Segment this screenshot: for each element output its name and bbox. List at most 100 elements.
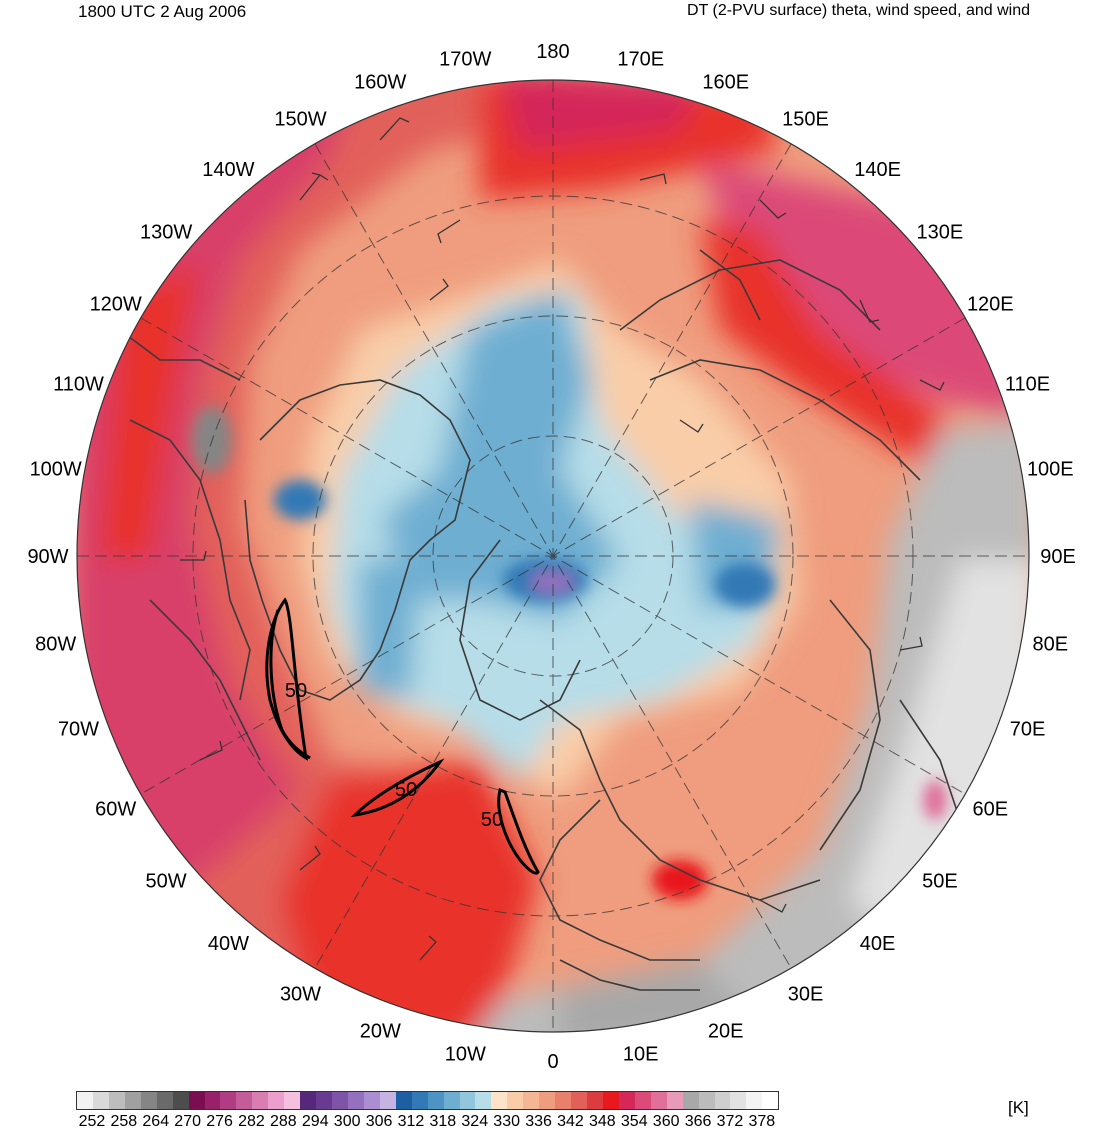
longitude-label: 160E — [702, 72, 749, 94]
colorbar-cell — [236, 1092, 253, 1109]
contour-label: 50 — [395, 779, 417, 801]
colorbar-cell — [730, 1092, 747, 1109]
colorbar-cell — [475, 1092, 492, 1109]
colorbar-tick-label: 360 — [652, 1113, 680, 1130]
longitude-label: 90W — [27, 546, 68, 568]
colorbar-cell — [587, 1092, 603, 1109]
colorbar-cell — [204, 1092, 221, 1109]
longitude-label: 90E — [1040, 546, 1076, 568]
colorbar-cell — [300, 1092, 317, 1109]
longitude-label: 120E — [967, 294, 1014, 316]
colorbar-tick-label: 300 — [333, 1113, 361, 1130]
longitude-label: 60W — [95, 799, 136, 821]
colorbar-tick-label: 294 — [301, 1113, 329, 1130]
colorbar-unit: [K] — [1008, 1098, 1029, 1117]
colorbar-tick-label: 270 — [174, 1113, 201, 1130]
colorbar-cell — [746, 1092, 763, 1109]
colorbar-tick-label: 372 — [716, 1113, 744, 1130]
colorbar-cell — [650, 1092, 667, 1109]
longitude-label: 40W — [208, 933, 249, 955]
colorbar-cell — [618, 1092, 635, 1109]
colorbar-cell — [411, 1092, 428, 1109]
colorbar-cell — [634, 1092, 651, 1109]
colorbar-tick-label: 282 — [238, 1113, 265, 1130]
colorbar-tick-label: 318 — [429, 1113, 457, 1130]
colorbar-cell — [427, 1092, 444, 1109]
wind-speed-contours — [265, 597, 540, 875]
theta-colorbar — [76, 1091, 780, 1110]
colorbar-cell — [379, 1092, 396, 1109]
colorbar-tick-label: 306 — [365, 1113, 393, 1130]
contour-label: 50 — [481, 809, 503, 831]
wind-barbs — [180, 117, 945, 961]
colorbar-cell — [108, 1092, 125, 1109]
longitude-label: 150W — [274, 109, 326, 131]
colorbar-cell — [92, 1092, 109, 1109]
colorbar-tick-label: 354 — [620, 1113, 648, 1130]
colorbar-cell — [571, 1092, 587, 1109]
longitude-label: 130E — [917, 221, 964, 243]
colorbar-cell — [268, 1092, 285, 1109]
colorbar-cell — [491, 1092, 508, 1109]
colorbar-cell — [602, 1092, 619, 1109]
colorbar-cell — [363, 1092, 380, 1109]
longitude-label: 50W — [146, 871, 187, 893]
colorbar-cell — [666, 1092, 683, 1109]
colorbar-cell — [252, 1092, 269, 1109]
longitude-label: 70W — [58, 719, 99, 741]
longitude-label: 150E — [782, 109, 829, 131]
longitude-label: 40E — [860, 933, 896, 955]
valid-time-label: 1800 UTC 2 Aug 2006 — [78, 2, 247, 21]
longitude-label: 110W — [53, 373, 104, 395]
colorbar-tick-label: 264 — [142, 1113, 170, 1130]
colorbar-tick-label: 258 — [110, 1113, 138, 1130]
contour-label: 50 — [285, 680, 307, 702]
longitude-label: 80E — [1033, 634, 1069, 656]
colorbar-tick-label: 324 — [461, 1113, 489, 1130]
colorbar-tick-label: 312 — [397, 1113, 425, 1130]
longitude-label: 20E — [708, 1021, 744, 1043]
colorbar-cell — [347, 1092, 364, 1109]
theta-field — [77, 80, 1029, 1032]
longitude-label: 140E — [854, 159, 901, 181]
longitude-label: 180 — [536, 41, 569, 63]
colorbar-cell — [523, 1092, 540, 1109]
colorbar-tick-label: 330 — [493, 1113, 520, 1130]
colorbar-tick-label: 342 — [557, 1113, 584, 1130]
longitude-label: 130W — [140, 221, 192, 243]
longitude-label: 50E — [922, 871, 958, 893]
colorbar-cell — [714, 1092, 731, 1109]
longitude-label: 100E — [1027, 458, 1074, 480]
colorbar-tick-label: 252 — [78, 1113, 106, 1130]
colorbar-cell — [443, 1092, 460, 1109]
colorbar-tick-label: 366 — [684, 1113, 712, 1130]
longitude-labels: 0 10E 20E 30E 40E 50E 60E 70E 80E 90E 100E 110E 120E… — [27, 41, 1075, 1073]
colorbar-cell — [332, 1092, 348, 1109]
colorbar-cell — [220, 1092, 237, 1109]
longitude-label: 170E — [617, 49, 664, 71]
longitude-label: 30E — [788, 983, 824, 1005]
longitude-label: 30W — [280, 983, 321, 1005]
colorbar-tick-label: 288 — [269, 1113, 297, 1130]
colorbar-cell — [77, 1092, 93, 1109]
colorbar-cell — [507, 1092, 524, 1109]
colorbar-cell — [459, 1092, 476, 1109]
longitude-label: 0 — [547, 1051, 558, 1073]
longitude-label: 10E — [623, 1043, 659, 1065]
colorbar-tick-label: 336 — [525, 1113, 552, 1130]
longitude-label: 160W — [354, 72, 406, 94]
colorbar-tick-label: 348 — [588, 1113, 616, 1130]
colorbar-cell — [698, 1092, 715, 1109]
longitude-label: 10W — [445, 1043, 486, 1065]
map-border — [76, 79, 1030, 1033]
colorbar-cell — [172, 1092, 189, 1109]
colorbar-cell — [555, 1092, 572, 1109]
colorbar-cell — [762, 1092, 779, 1109]
colorbar-cell — [539, 1092, 556, 1109]
colorbar-cell — [395, 1092, 412, 1109]
longitude-label: 110E — [1005, 373, 1050, 395]
longitude-label: 170W — [439, 49, 491, 71]
colorbar-cell — [140, 1092, 157, 1109]
contour-labels: 50 50 50 — [285, 680, 503, 831]
